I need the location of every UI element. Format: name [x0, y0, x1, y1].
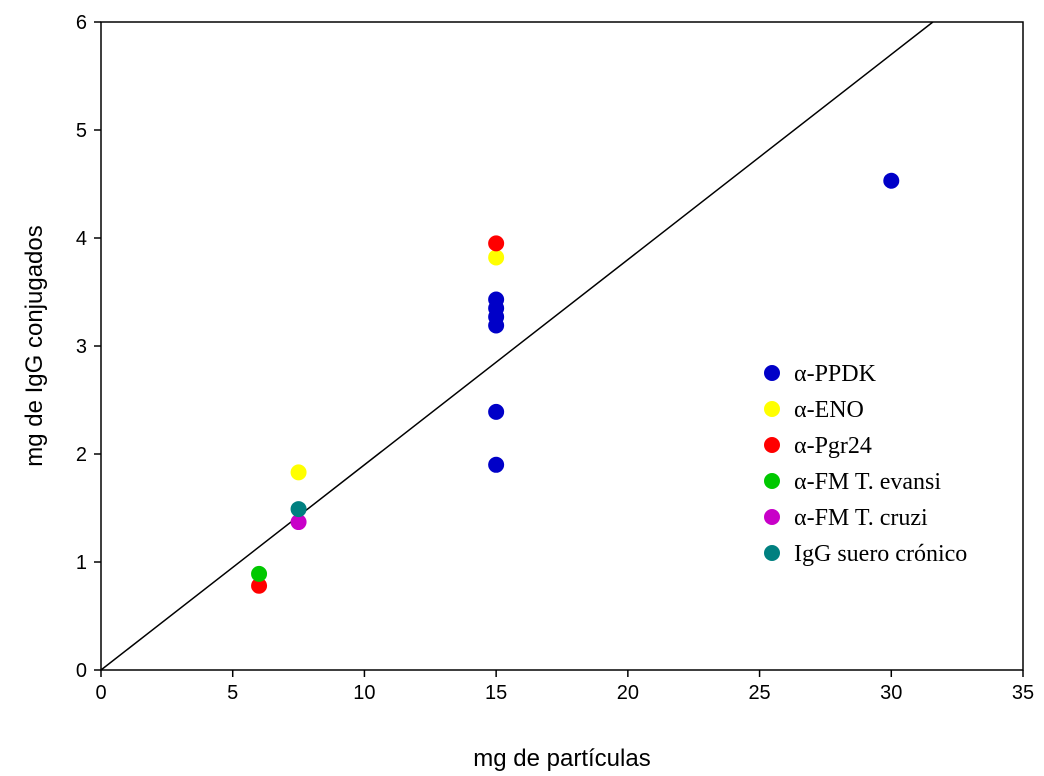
y-tick-label: 2: [76, 444, 87, 466]
x-tick-label: 25: [748, 682, 770, 704]
data-point: [488, 249, 505, 266]
legend: α-PPDK α-ENO α-Pgr24 α-FM T. evansi α-FM T. …: [764, 361, 967, 567]
data-point: [488, 456, 505, 473]
legend-marker: [764, 437, 780, 453]
data-point: [290, 464, 307, 481]
data-point: [488, 235, 505, 252]
legend-label: α-ENO: [794, 397, 864, 423]
data-point: [290, 514, 307, 531]
x-tick-label: 0: [95, 682, 106, 704]
x-tick-label: 15: [485, 682, 507, 704]
data-point: [883, 172, 900, 189]
x-tick-label: 20: [617, 682, 639, 704]
data-point: [488, 403, 505, 420]
legend-label: IgG suero crónico: [794, 541, 967, 567]
legend-label: α-Pgr24: [794, 433, 872, 459]
data-point: [251, 577, 268, 594]
legend-marker: [764, 545, 780, 561]
legend-marker: [764, 365, 780, 381]
x-tick-label: 5: [227, 682, 238, 704]
reference-line: [100, 21, 934, 671]
y-axis-title: mg de IgG conjugados: [21, 225, 48, 467]
plot-area-frame: [100, 21, 1024, 671]
y-tick-label: 6: [76, 12, 87, 34]
x-tick-label: 35: [1012, 682, 1034, 704]
x-tick-label: 30: [880, 682, 902, 704]
legend-marker: [764, 509, 780, 525]
x-axis: 0 5 10 15 20 25 30 35: [95, 670, 1034, 704]
reference-line-layer: [100, 21, 934, 671]
y-tick-label: 1: [76, 552, 87, 574]
x-axis-title: mg de partículas: [473, 745, 650, 772]
data-point: [488, 317, 505, 334]
y-tick-label: 3: [76, 336, 87, 358]
y-tick-label: 5: [76, 120, 87, 142]
legend-marker: [764, 473, 780, 489]
x-tick-label: 10: [353, 682, 375, 704]
data-point: [290, 501, 307, 518]
data-point: [251, 565, 268, 582]
legend-marker: [764, 401, 780, 417]
data-points: [251, 172, 900, 594]
y-tick-label: 0: [76, 660, 87, 682]
y-tick-label: 4: [76, 228, 87, 250]
legend-label: α-FM T. evansi: [794, 469, 941, 495]
legend-label: α-PPDK: [794, 361, 877, 387]
y-axis: 0 1 2 3 4 5 6: [76, 12, 101, 682]
legend-label: α-FM T. cruzi: [794, 505, 928, 531]
